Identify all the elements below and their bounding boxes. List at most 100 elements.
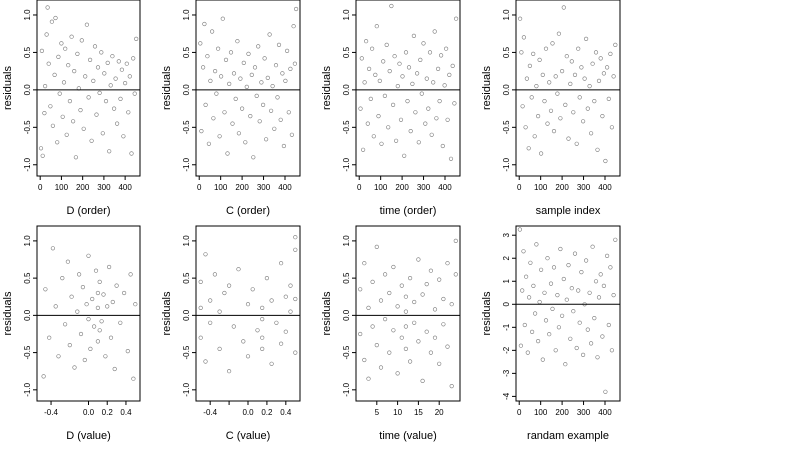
data-point	[361, 147, 366, 152]
data-point	[269, 298, 274, 303]
x-tick-label: 100	[534, 183, 548, 192]
data-point	[526, 295, 532, 300]
data-point	[228, 50, 234, 55]
data-point	[606, 322, 611, 328]
data-point	[587, 83, 592, 89]
data-point	[259, 80, 264, 85]
x-tick-label: 300	[417, 183, 431, 192]
data-point	[408, 359, 413, 364]
x-tick-label: -0.4	[203, 408, 217, 417]
y-axis-label: residuals	[2, 291, 14, 336]
y-tick-label: -1.0	[23, 157, 32, 171]
x-tick-label: 100	[534, 408, 548, 417]
data-point	[410, 81, 415, 86]
data-point	[202, 21, 207, 27]
data-point	[52, 72, 57, 77]
data-point	[231, 71, 237, 76]
x-tick-label: 10	[393, 408, 402, 417]
data-point	[116, 59, 121, 64]
data-point	[603, 158, 608, 164]
data-point	[527, 63, 533, 68]
data-point	[383, 317, 388, 322]
x-tick-label: 200	[395, 183, 409, 192]
data-point	[563, 102, 568, 107]
data-point	[416, 257, 421, 262]
data-point	[556, 325, 562, 330]
y-tick-label: -0.5	[502, 120, 511, 134]
data-point	[598, 56, 603, 61]
x-tick-label: 0.4	[280, 408, 292, 417]
data-point	[551, 129, 557, 134]
data-point	[97, 90, 102, 95]
data-point	[82, 357, 87, 363]
data-point	[106, 264, 112, 270]
y-axis-label: residuals	[161, 65, 173, 110]
data-point	[371, 134, 376, 139]
data-point	[523, 125, 528, 130]
data-point	[53, 15, 58, 21]
data-point	[260, 317, 265, 322]
y-axis-label: residuals	[481, 65, 493, 110]
data-point	[92, 44, 98, 49]
data-point	[374, 343, 379, 348]
data-point	[545, 256, 550, 261]
data-point	[445, 117, 450, 122]
data-point	[521, 35, 527, 40]
panel-1: 0 100 200 300 400 -1.0 -0.5 0.0 0.5 1.0 D (order) r…	[2, 0, 141, 217]
data-point	[411, 33, 417, 39]
data-point	[246, 51, 251, 57]
data-point	[91, 324, 97, 329]
data-point	[412, 320, 417, 325]
points-group	[517, 5, 618, 164]
x-tick-label: 0	[357, 183, 362, 192]
data-point	[542, 290, 547, 295]
data-point	[251, 155, 256, 160]
data-point	[113, 76, 118, 81]
data-point	[203, 359, 208, 364]
data-point	[550, 41, 555, 46]
y-tick-label: 1.0	[23, 9, 32, 21]
data-point	[576, 46, 581, 51]
panel-3: 0 100 200 300 400 -1.0 -0.5 0.0 0.5 1.0 time (orde…	[321, 0, 461, 217]
data-point	[374, 244, 379, 249]
y-tick-label: 1.0	[342, 235, 351, 247]
data-point	[532, 311, 538, 316]
y-tick-label: 0.0	[23, 84, 32, 96]
data-point	[208, 298, 213, 303]
data-point	[569, 286, 574, 291]
data-point	[583, 258, 589, 263]
x-tick-label: 300	[577, 183, 591, 192]
data-point	[206, 141, 211, 146]
data-point	[286, 110, 291, 115]
data-point	[540, 357, 545, 362]
data-point	[428, 268, 434, 273]
data-point	[280, 71, 285, 76]
y-axis-label: residuals	[481, 291, 493, 336]
data-point	[535, 339, 541, 344]
data-point	[102, 71, 107, 76]
points-group	[41, 246, 138, 381]
data-point	[568, 336, 573, 341]
data-point	[63, 46, 68, 51]
y-tick-label: 1.0	[182, 9, 191, 21]
points-group	[198, 235, 298, 374]
data-point	[595, 147, 600, 152]
data-point	[81, 126, 86, 131]
data-point	[201, 65, 206, 70]
data-point	[559, 313, 565, 318]
y-tick-label: 0.0	[23, 309, 32, 321]
x-tick-label: 0.0	[83, 408, 95, 417]
y-tick-label: -0.5	[182, 345, 191, 359]
data-point	[227, 81, 232, 86]
data-point	[260, 335, 265, 340]
data-point	[132, 91, 137, 96]
plot-frame	[195, 225, 301, 402]
data-point	[110, 54, 115, 59]
data-point	[405, 98, 410, 104]
data-point	[596, 295, 602, 300]
data-point	[56, 54, 61, 60]
data-point	[379, 141, 384, 146]
data-point	[279, 261, 284, 266]
data-point	[273, 63, 279, 68]
data-point	[293, 247, 298, 252]
